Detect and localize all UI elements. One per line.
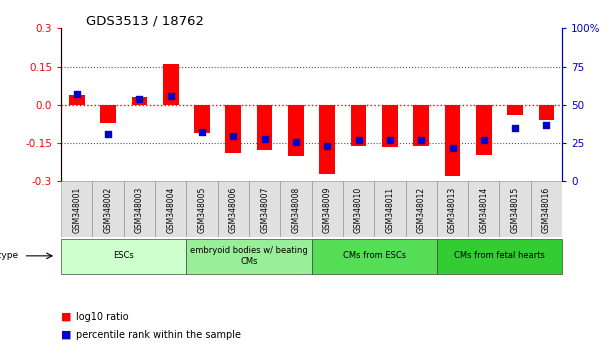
Point: [291, 139, 301, 144]
Bar: [100, 105, 116, 123]
Text: CMs from fetal hearts: CMs from fetal hearts: [454, 251, 545, 260]
FancyBboxPatch shape: [406, 182, 437, 237]
Point: [166, 93, 175, 98]
Point: [354, 137, 364, 143]
Point: [197, 130, 207, 135]
Bar: [476, 105, 492, 155]
FancyBboxPatch shape: [61, 239, 186, 274]
FancyBboxPatch shape: [155, 182, 186, 237]
FancyBboxPatch shape: [123, 182, 155, 237]
Point: [103, 131, 113, 137]
Text: GSM348015: GSM348015: [511, 187, 519, 233]
Point: [72, 91, 82, 97]
Bar: [382, 105, 398, 147]
Text: GSM348004: GSM348004: [166, 187, 175, 233]
Point: [416, 137, 426, 143]
FancyBboxPatch shape: [92, 182, 123, 237]
FancyBboxPatch shape: [61, 182, 92, 237]
Text: GSM348001: GSM348001: [72, 187, 81, 233]
Text: GSM348007: GSM348007: [260, 187, 269, 233]
FancyBboxPatch shape: [500, 182, 531, 237]
FancyBboxPatch shape: [312, 239, 437, 274]
Point: [448, 145, 458, 150]
Text: CMs from ESCs: CMs from ESCs: [343, 251, 406, 260]
Bar: [288, 105, 304, 156]
Text: GSM348006: GSM348006: [229, 187, 238, 233]
Bar: [225, 105, 241, 153]
Text: GSM348005: GSM348005: [197, 187, 207, 233]
Bar: [539, 105, 554, 120]
Text: GSM348010: GSM348010: [354, 187, 363, 233]
Point: [260, 136, 269, 141]
Text: GSM348009: GSM348009: [323, 187, 332, 233]
Text: GSM348014: GSM348014: [480, 187, 488, 233]
FancyBboxPatch shape: [186, 239, 312, 274]
Bar: [69, 95, 84, 105]
Bar: [163, 64, 178, 105]
FancyBboxPatch shape: [249, 182, 280, 237]
Bar: [351, 105, 367, 146]
Point: [134, 96, 144, 102]
Point: [479, 137, 489, 143]
Text: embryoid bodies w/ beating
CMs: embryoid bodies w/ beating CMs: [190, 246, 308, 266]
FancyBboxPatch shape: [312, 182, 343, 237]
Text: GSM348011: GSM348011: [386, 187, 394, 233]
FancyBboxPatch shape: [468, 182, 500, 237]
Text: GSM348008: GSM348008: [291, 187, 301, 233]
FancyBboxPatch shape: [437, 182, 468, 237]
Bar: [257, 105, 273, 149]
FancyBboxPatch shape: [531, 182, 562, 237]
FancyBboxPatch shape: [186, 182, 218, 237]
Point: [541, 122, 551, 128]
FancyBboxPatch shape: [437, 239, 562, 274]
Text: ESCs: ESCs: [114, 251, 134, 260]
Bar: [445, 105, 460, 176]
Point: [323, 143, 332, 149]
Text: GDS3513 / 18762: GDS3513 / 18762: [86, 14, 204, 27]
Bar: [194, 105, 210, 133]
FancyBboxPatch shape: [280, 182, 312, 237]
Text: cell type: cell type: [0, 251, 18, 260]
Bar: [414, 105, 429, 146]
Point: [510, 125, 520, 131]
Text: GSM348016: GSM348016: [542, 187, 551, 233]
Text: log10 ratio: log10 ratio: [76, 312, 129, 322]
Point: [385, 137, 395, 143]
Text: ■: ■: [61, 312, 71, 322]
Point: [229, 133, 238, 138]
FancyBboxPatch shape: [374, 182, 406, 237]
FancyBboxPatch shape: [343, 182, 374, 237]
Text: GSM348012: GSM348012: [417, 187, 426, 233]
Text: percentile rank within the sample: percentile rank within the sample: [76, 330, 241, 339]
FancyBboxPatch shape: [218, 182, 249, 237]
Text: GSM348003: GSM348003: [135, 187, 144, 233]
Text: ■: ■: [61, 330, 71, 339]
Text: GSM348013: GSM348013: [448, 187, 457, 233]
Bar: [507, 105, 523, 115]
Bar: [320, 105, 335, 174]
Text: GSM348002: GSM348002: [104, 187, 112, 233]
Bar: [131, 97, 147, 105]
